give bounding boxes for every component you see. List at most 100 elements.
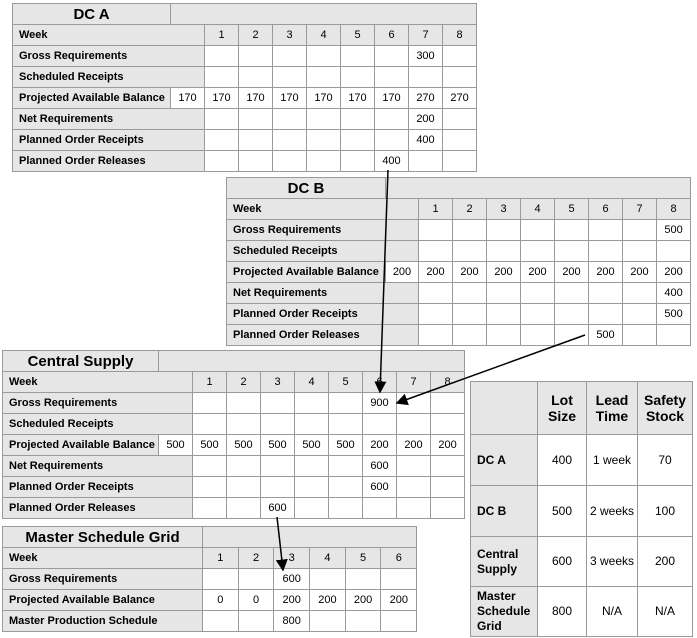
- dc-a-table: DC A Week 1 2 3 4 5 6 7 8 Gross Requirements 300 Sch…: [12, 3, 478, 172]
- week-header: 3: [273, 547, 311, 569]
- cell: [441, 45, 478, 67]
- cell: [520, 219, 555, 241]
- week-header: 6: [374, 24, 409, 46]
- cell: [294, 455, 329, 477]
- cell: 0: [237, 589, 275, 611]
- row-label: Projected Available Balance: [12, 87, 171, 109]
- cell: [204, 45, 239, 67]
- table-row: Scheduled Receipts: [226, 240, 692, 262]
- cell: [272, 150, 307, 172]
- cell: [622, 324, 657, 346]
- cell: 200: [408, 108, 443, 130]
- location-name: Master Schedule Grid: [470, 586, 538, 637]
- cell: [226, 455, 261, 477]
- lot-size: 800: [537, 586, 587, 637]
- cell: [380, 610, 418, 632]
- cell: [588, 240, 623, 262]
- cell: [237, 568, 275, 590]
- week-header: 4: [306, 24, 341, 46]
- cell: 300: [408, 45, 443, 67]
- cell: [328, 455, 363, 477]
- cell: 500: [294, 434, 329, 456]
- week-header: 5: [328, 371, 363, 393]
- cell: [238, 150, 273, 172]
- safety-stock: 200: [637, 536, 693, 587]
- cell: [408, 150, 443, 172]
- cell: [294, 476, 329, 498]
- week-header: 6: [380, 547, 418, 569]
- cell: [554, 219, 589, 241]
- title-row: DC B: [226, 177, 692, 199]
- cell: [238, 129, 273, 151]
- cell: [452, 324, 487, 346]
- cell: [374, 45, 409, 67]
- cell: [294, 497, 329, 519]
- week-header: 1: [204, 24, 239, 46]
- cell: [202, 610, 239, 632]
- table-row: Week 1 2 3 4 5 6: [2, 547, 418, 569]
- row-label: Week: [226, 198, 419, 220]
- parameter-row: Central Supply 600 3 weeks 200: [470, 536, 693, 587]
- row-label: Projected Available Balance: [2, 434, 159, 456]
- cell: [238, 45, 273, 67]
- row-label: Gross Requirements: [2, 392, 193, 414]
- cell: [486, 324, 521, 346]
- week-header: 1: [418, 198, 453, 220]
- row-label: Planned Order Receipts: [2, 476, 193, 498]
- title-row: Central Supply: [2, 350, 466, 372]
- cell: [452, 282, 487, 304]
- row-label: Planned Order Releases: [226, 324, 419, 346]
- cell: [655, 324, 692, 346]
- header-lot-size: Lot Size: [537, 381, 587, 435]
- table-row: Projected Available Balance 200 200 200 200 2…: [226, 261, 692, 283]
- cell: [340, 108, 375, 130]
- cell: [429, 392, 466, 414]
- cell: [344, 610, 382, 632]
- lead-time: 3 weeks: [586, 536, 638, 587]
- table-title: DC B: [226, 177, 386, 199]
- cell: [429, 497, 466, 519]
- week-header: 1: [192, 371, 227, 393]
- cell: 200: [273, 589, 311, 611]
- cell: [260, 476, 295, 498]
- cell: 170: [306, 87, 341, 109]
- cell: [340, 150, 375, 172]
- cell: [306, 129, 341, 151]
- cell: [294, 392, 329, 414]
- cell: [486, 240, 521, 262]
- cell: [237, 610, 275, 632]
- cell: [238, 66, 273, 88]
- cell: [452, 240, 487, 262]
- cell: [441, 108, 478, 130]
- table-row: Net Requirements 200: [12, 108, 478, 130]
- row-label: Planned Order Releases: [2, 497, 193, 519]
- cell: [396, 455, 431, 477]
- cell: [418, 303, 453, 325]
- week-header: 3: [260, 371, 295, 393]
- cell: 200: [520, 261, 555, 283]
- cell: 200: [362, 434, 397, 456]
- title-filler: [157, 350, 466, 372]
- week-header: 8: [429, 371, 466, 393]
- table-row: Gross Requirements 900: [2, 392, 466, 414]
- cell: [374, 66, 409, 88]
- cell: [306, 45, 341, 67]
- cell: [554, 324, 589, 346]
- cell: [192, 455, 227, 477]
- cell: [622, 240, 657, 262]
- cell: 200: [309, 589, 346, 611]
- week-header: 3: [272, 24, 307, 46]
- cell: 200: [486, 261, 521, 283]
- row-label: Planned Order Releases: [12, 150, 205, 172]
- header-safety-stock: Safety Stock: [637, 381, 693, 435]
- cell: [418, 282, 453, 304]
- cell: [520, 303, 555, 325]
- row-label: Scheduled Receipts: [226, 240, 419, 262]
- cell: [452, 219, 487, 241]
- cell: [272, 66, 307, 88]
- row-label: Week: [2, 547, 203, 569]
- cell: [486, 219, 521, 241]
- cell: [362, 413, 397, 435]
- cell: [554, 303, 589, 325]
- cell: 800: [273, 610, 311, 632]
